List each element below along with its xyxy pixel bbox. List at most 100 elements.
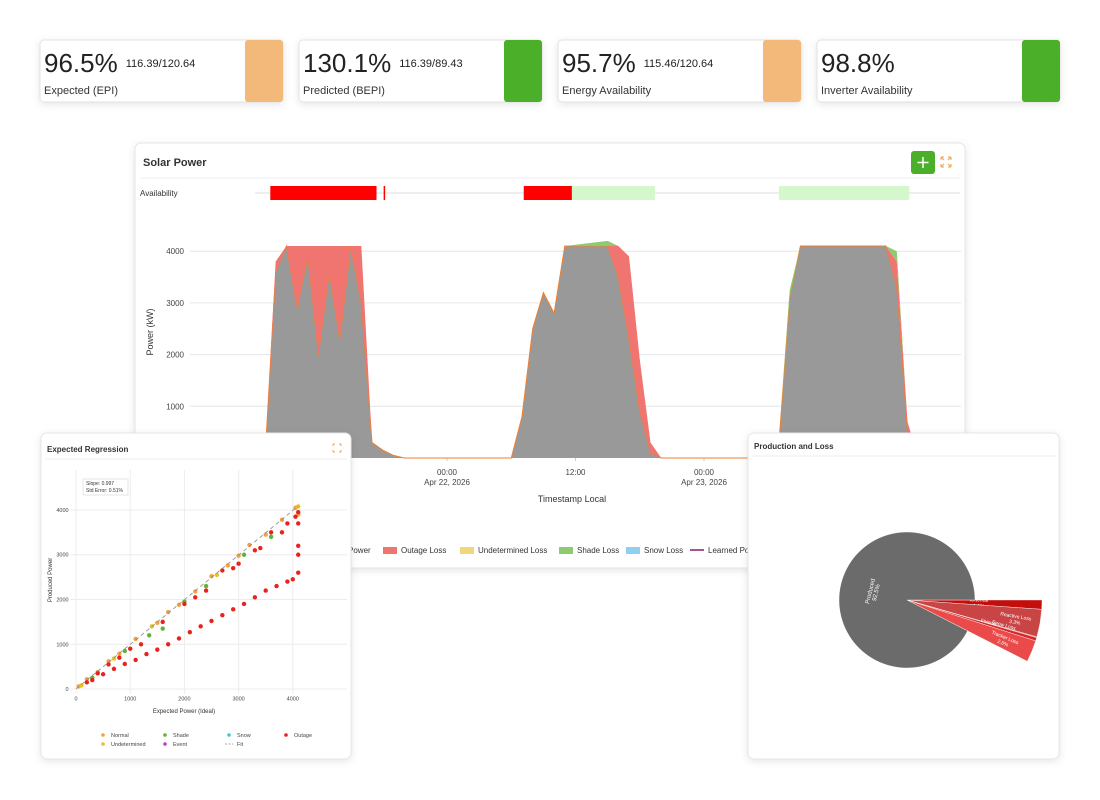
point: [100, 672, 106, 677]
x-tick-date: Apr 22, 2026: [424, 478, 470, 487]
annotation-box: [82, 478, 129, 496]
point: [203, 588, 209, 593]
kpi-value: 130.1%: [303, 48, 391, 78]
point: [279, 530, 285, 535]
point: [274, 583, 279, 589]
slice-name: Produced: [865, 578, 877, 604]
point: [258, 545, 263, 551]
availability-segment: [571, 186, 655, 200]
kpi-value: 96.5%: [44, 48, 118, 78]
point: [182, 601, 187, 607]
point: [296, 510, 301, 515]
legend-label: Outage Loss: [401, 546, 446, 555]
point: [263, 532, 268, 537]
point: [176, 636, 182, 641]
kpi-indicator: [763, 40, 801, 102]
y-axis-label: Power (kW): [145, 308, 155, 355]
point: [241, 552, 247, 557]
point: [198, 624, 203, 629]
point: [220, 612, 225, 618]
area: [190, 246, 961, 458]
point: [117, 655, 122, 660]
kpi-detail: 115.46/120.64: [644, 58, 714, 70]
point: [263, 588, 268, 593]
x-tick-label: 4000: [287, 697, 299, 703]
kpi-value: 95.7%: [562, 48, 636, 78]
legend-label: Event: [173, 742, 188, 748]
y-tick-label: 2000: [56, 598, 68, 604]
kpi-value: 98.8%: [821, 48, 895, 78]
kpi-indicator: [504, 40, 542, 102]
point: [84, 680, 90, 685]
expand-button[interactable]: [332, 443, 342, 453]
slice-name: External: [970, 597, 989, 604]
legend-label: Snow Loss: [644, 546, 683, 555]
point: [225, 563, 230, 568]
point: [236, 561, 241, 566]
kpi-label: Expected (EPI): [44, 85, 118, 97]
slice-value: 92.5%: [872, 583, 882, 602]
point: [84, 676, 90, 682]
point: [90, 677, 95, 683]
point: [128, 646, 133, 651]
pie-slice: [906, 599, 1036, 662]
x-tick-label: 1000: [124, 697, 136, 703]
legend-label: Learned Power: [708, 546, 763, 555]
point: [146, 633, 152, 638]
point: [252, 595, 258, 600]
expand-button[interactable]: [940, 156, 952, 168]
point: [79, 683, 84, 688]
kpi-indicator: [1022, 40, 1060, 102]
point: [296, 521, 301, 526]
point: [203, 583, 209, 589]
point: [285, 521, 290, 526]
point: [268, 530, 274, 535]
point: [155, 647, 160, 652]
legend-label: Snow: [237, 733, 251, 739]
y-tick-label: 4000: [166, 247, 184, 256]
point: [106, 659, 111, 664]
availability-segment: [523, 186, 572, 200]
y-axis-label: Produced Power: [48, 558, 54, 602]
point: [230, 565, 236, 571]
point: [252, 548, 258, 553]
point: [230, 607, 236, 612]
legend-label: Power: [348, 546, 371, 555]
add-icon: [917, 157, 929, 168]
availability-segment: [383, 186, 386, 200]
kpi-detail: 116.39/89.43: [399, 58, 462, 70]
legend-swatch: [383, 547, 397, 554]
x-axis-label: Expected Power (Ideal): [153, 709, 215, 715]
point: [160, 619, 165, 625]
point: [165, 642, 171, 647]
x-tick-label: 12:00: [565, 468, 586, 477]
point: [144, 651, 149, 657]
slice-value: 2.6%: [996, 639, 1009, 649]
production-loss-card: Production and Loss External1.1%Reactive…: [747, 432, 1060, 760]
point: [122, 661, 127, 667]
legend-swatch: [559, 547, 573, 554]
point: [241, 601, 247, 607]
slice-value: 3.3%: [1009, 619, 1022, 627]
annotation: Std Error: 0.51%: [86, 488, 124, 494]
point: [220, 568, 225, 573]
x-tick-label: 3000: [232, 697, 244, 703]
x-tick-label: 0: [74, 697, 77, 703]
legend-swatch: [101, 742, 105, 746]
legend-label: Shade Loss: [577, 546, 619, 555]
availability-segment: [778, 186, 910, 200]
slice-name: Inverter: [980, 617, 998, 628]
point: [209, 618, 214, 624]
slice-name: Reactive Loss: [1000, 611, 1032, 622]
y-tick-label: 3000: [56, 553, 68, 559]
legend-swatch: [163, 742, 167, 746]
point: [293, 514, 298, 519]
point: [187, 629, 193, 635]
point: [285, 579, 290, 584]
legend-label: Shade: [173, 733, 189, 739]
legend-label: Fit: [237, 742, 244, 748]
y-tick-label: 1000: [166, 402, 184, 411]
point: [247, 542, 252, 548]
point: [160, 626, 165, 631]
